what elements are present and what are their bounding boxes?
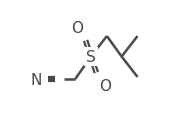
Text: N: N	[31, 72, 42, 87]
Text: O: O	[71, 21, 83, 36]
Text: O: O	[99, 78, 111, 93]
Text: S: S	[86, 50, 96, 64]
